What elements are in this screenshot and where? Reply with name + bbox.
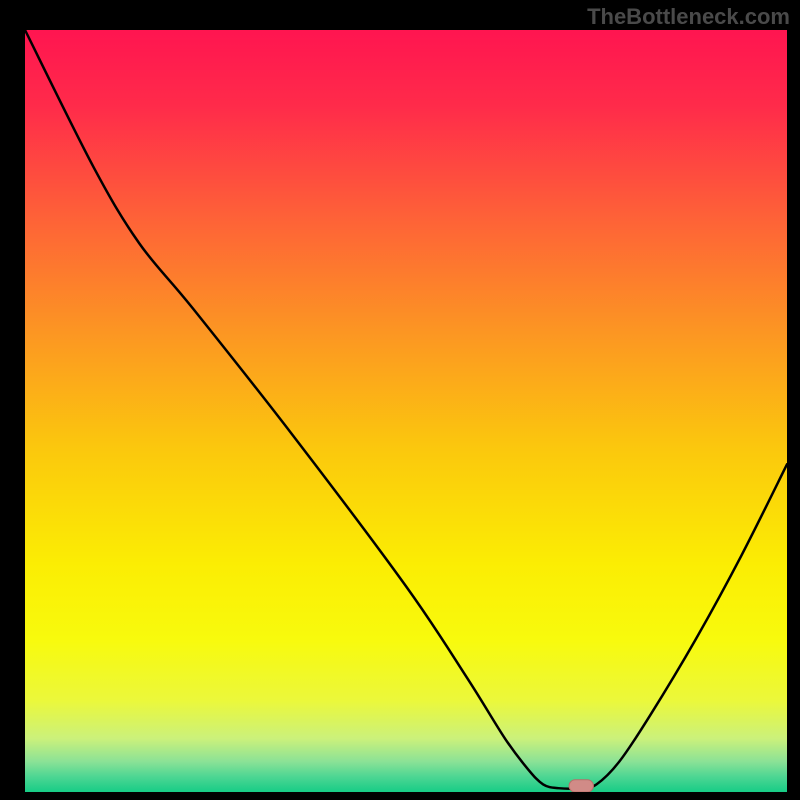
optimal-marker bbox=[569, 780, 593, 792]
plot-area bbox=[25, 30, 787, 792]
chart-container: TheBottleneck.com bbox=[0, 0, 800, 800]
watermark-text: TheBottleneck.com bbox=[587, 4, 790, 30]
chart-svg bbox=[25, 30, 787, 792]
